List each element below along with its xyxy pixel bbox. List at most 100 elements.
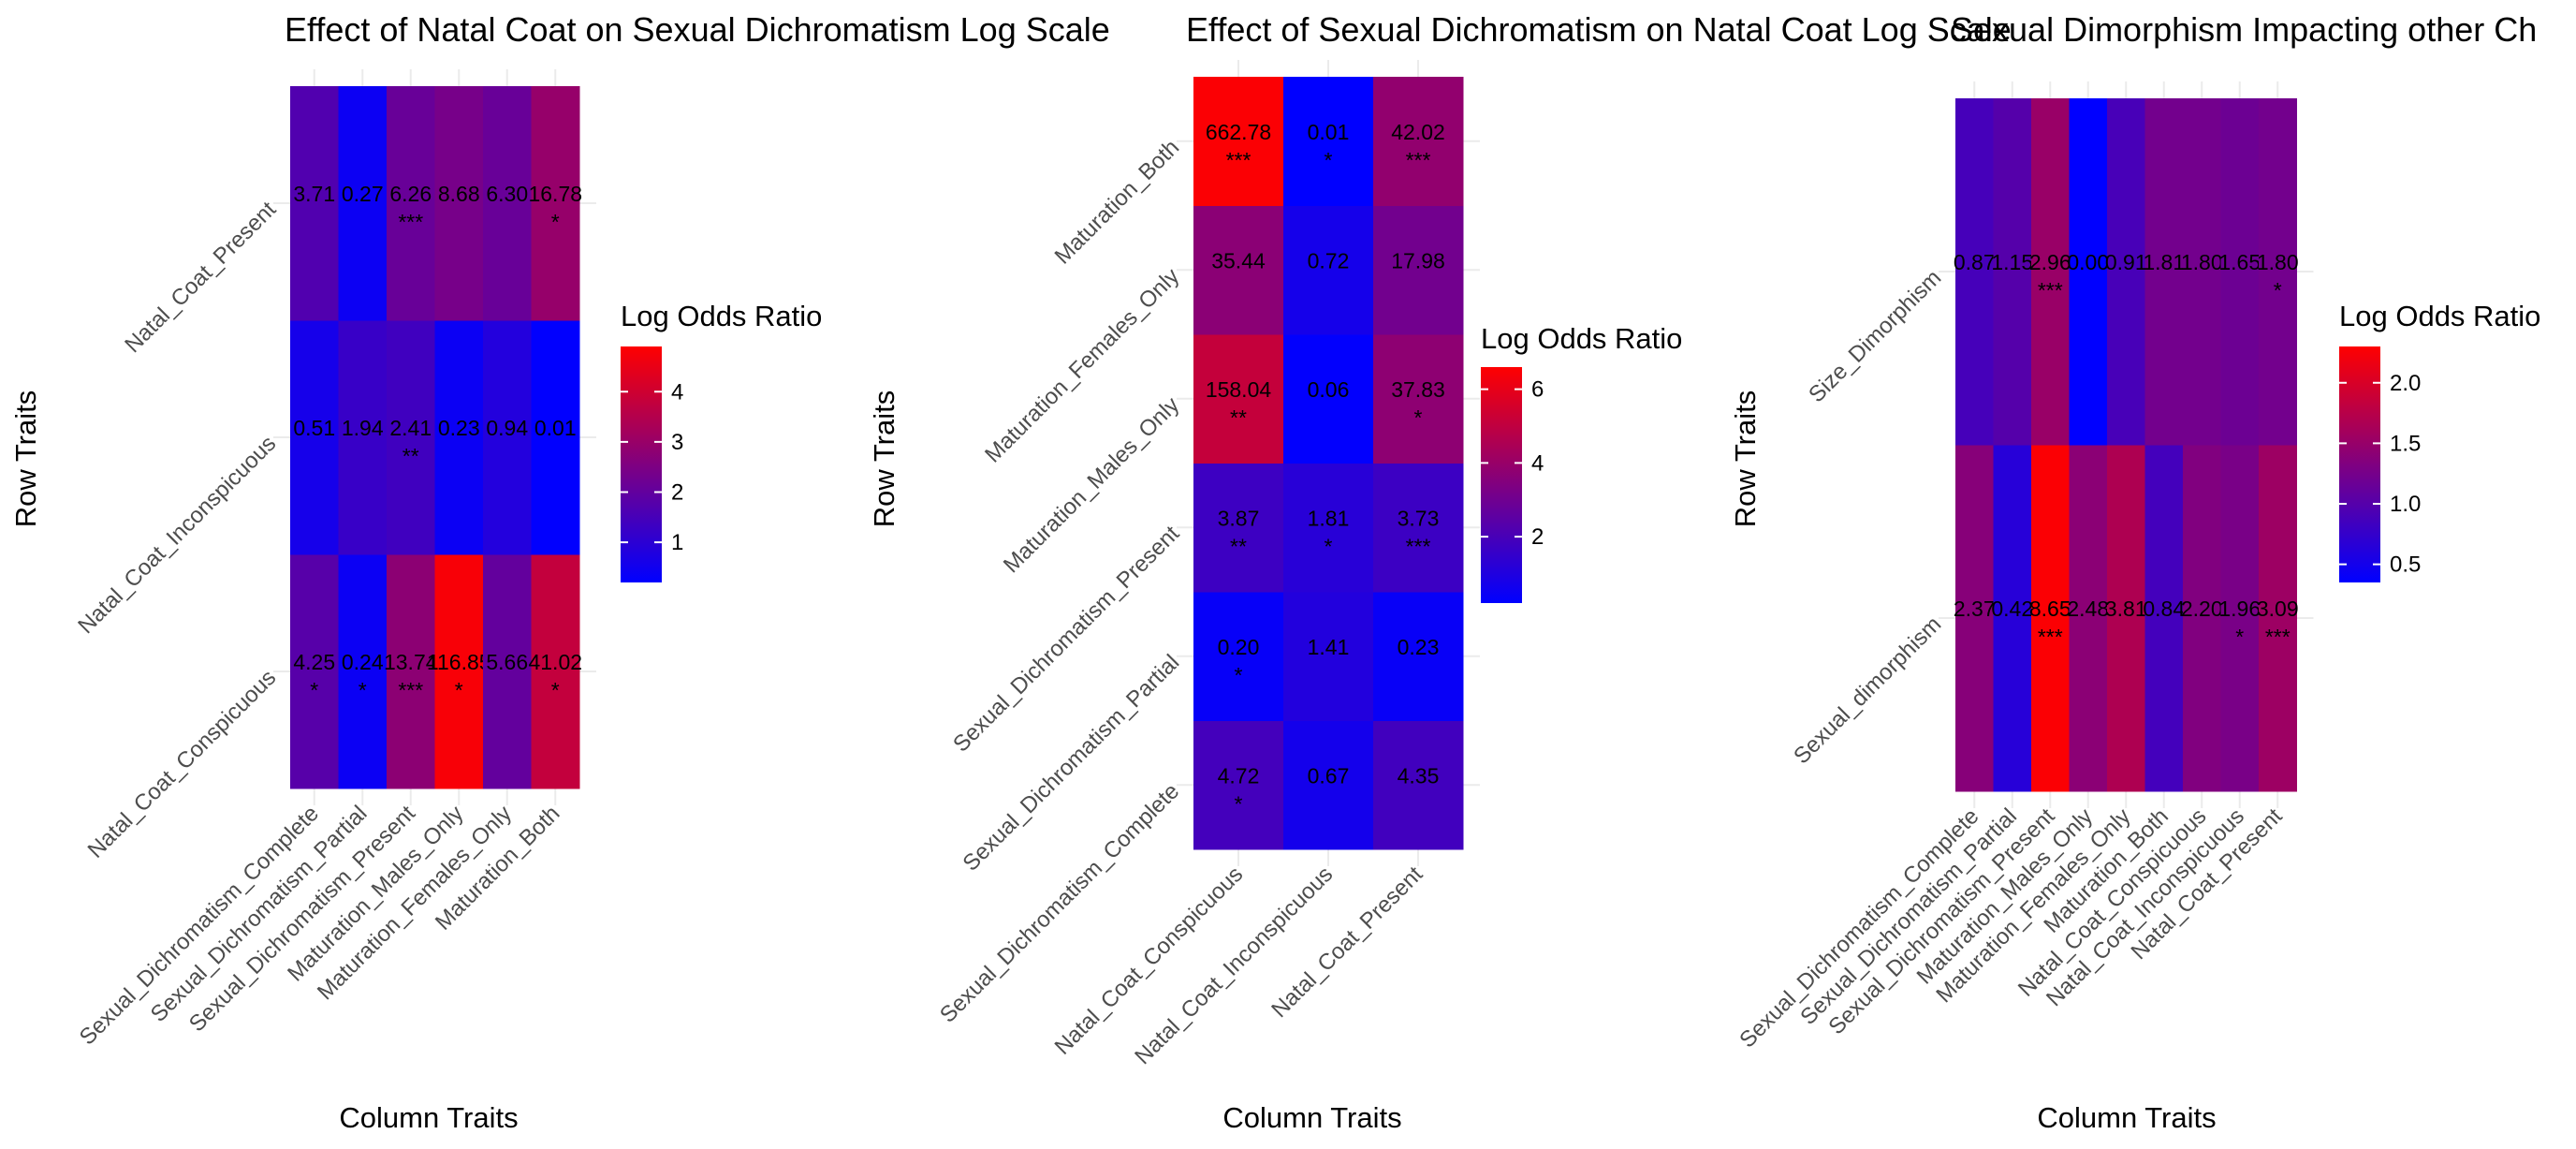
significance-label: * [455, 678, 463, 702]
heatmap-cell [1283, 592, 1374, 721]
y-axis-title: Row Traits [9, 390, 42, 527]
cell-value-label: 0.87 [1954, 250, 1996, 274]
significance-label: *** [398, 210, 423, 234]
cell-value-label: 16.78 [528, 182, 582, 206]
cell-value-label: 4.35 [1398, 763, 1440, 788]
heatmap-cell [434, 554, 484, 789]
significance-label: *** [2038, 278, 2063, 302]
significance-label: * [1325, 534, 1333, 558]
heatmap-cell [1993, 445, 2032, 792]
heatmap-cell [434, 86, 484, 321]
legend-tick-label: 1.5 [2390, 431, 2421, 456]
cell-value-label: 2.37 [1954, 597, 1996, 621]
heatmap-cell [483, 554, 532, 789]
heatmap-cell [2259, 98, 2297, 446]
cell-value-label: 8.65 [2029, 597, 2071, 621]
legend: Log Odds Ratio 1 2 3 4 [621, 300, 822, 582]
significance-label: ** [1230, 534, 1247, 558]
x-axis-title: Column Traits [1222, 1101, 1401, 1134]
y-axis-title: Row Traits [1729, 390, 1762, 527]
cell-value-label: 0.84 [2143, 597, 2185, 621]
legend-colorbar [1481, 367, 1522, 603]
y-tick-label: Sexual_dimorphism [1789, 611, 1946, 769]
heatmap-cell [2031, 445, 2070, 792]
significance-label: * [1414, 405, 1423, 430]
cell-value-label: 42.02 [1391, 120, 1445, 144]
cell-value-label: 3.87 [1218, 506, 1260, 530]
significance-label: ** [402, 444, 419, 468]
heatmap-cell [290, 554, 339, 789]
heatmap-cell [338, 86, 388, 321]
heatmap-3: 2.370.428.65***2.483.810.842.201.96*3.09… [1729, 10, 2540, 1134]
cell-value-label: 0.67 [1308, 763, 1350, 788]
heatmap-cell [483, 320, 532, 555]
heatmap-cell [1283, 205, 1374, 335]
cell-value-label: 3.09 [2257, 597, 2299, 621]
significance-label: ** [1230, 405, 1247, 430]
legend-tick-label: 0.5 [2390, 552, 2421, 578]
heatmap-cell [1283, 463, 1374, 593]
legend-tick-label: 2.0 [2390, 371, 2421, 396]
significance-label: * [1235, 663, 1243, 687]
heatmap-cell [2259, 445, 2297, 792]
significance-label: * [2235, 625, 2244, 649]
legend-colorbar [2339, 346, 2380, 582]
x-axis-title: Column Traits [339, 1101, 518, 1134]
y-tick-label: Natal_Coat_Present [120, 197, 281, 358]
heatmap-cell [1955, 445, 1994, 792]
heatmap-cell [1283, 77, 1374, 206]
legend-tick-label: 2 [671, 479, 683, 505]
heatmap-cell [1283, 720, 1374, 850]
heatmap-cell [1373, 77, 1464, 206]
cell-value-label: 2.96 [2029, 250, 2071, 274]
significance-label: * [310, 678, 318, 702]
legend-title: Log Odds Ratio [621, 300, 822, 332]
heatmap-cell [483, 86, 532, 321]
heatmap-cell [1373, 334, 1464, 464]
legend-tick-label: 1.0 [2390, 492, 2421, 517]
heatmap-cell [1193, 205, 1284, 335]
cell-value-label: 1.81 [2143, 250, 2185, 274]
heatmap-cell [2183, 445, 2221, 792]
cell-value-label: 3.71 [293, 182, 335, 206]
significance-label: * [551, 210, 560, 234]
cell-value-label: 0.00 [2067, 250, 2109, 274]
heatmap-cell [387, 554, 435, 789]
significance-label: * [551, 678, 560, 702]
cell-value-label: 0.27 [342, 182, 384, 206]
significance-label: *** [2265, 625, 2291, 649]
heatmap-cell [1373, 205, 1464, 335]
y-tick-label: Maturation_Both [1050, 135, 1185, 270]
y-tick-label: Sexual_Dichromatism_Partial [959, 650, 1185, 876]
heatmap-cell [1993, 98, 2032, 446]
cell-value-label: 3.73 [1398, 506, 1440, 530]
heatmap-cell [1283, 334, 1374, 464]
cell-value-label: 1.80 [2181, 250, 2223, 274]
significance-label: * [1235, 791, 1243, 816]
heatmap-cell [1193, 720, 1284, 850]
y-tick-label: Sexual_Dichromatism_Present [948, 521, 1184, 757]
heatmap-cell [290, 320, 339, 555]
legend-tick-label: 4 [1531, 450, 1544, 476]
x-axis-title: Column Traits [2037, 1101, 2216, 1134]
legend-title: Log Odds Ratio [1481, 322, 1682, 355]
y-tick-label: Sexual_Dichromatism_Complete [935, 778, 1184, 1027]
cell-value-label: 0.01 [534, 416, 577, 440]
y-tick-label: Natal_Coat_Inconspicuous [73, 431, 281, 639]
heatmap-cell [2107, 445, 2145, 792]
cell-value-label: 0.42 [1991, 597, 2033, 621]
heatmap-cell [2220, 98, 2260, 446]
chart-title: Effect of Sexual Dichromatism on Natal C… [1186, 10, 2012, 49]
heatmap-cell [531, 554, 580, 789]
legend-tick-label: 3 [671, 430, 683, 455]
heatmap-cell [1193, 77, 1284, 206]
cell-value-label: 6.30 [486, 182, 528, 206]
significance-label: *** [1226, 148, 1251, 172]
significance-label: *** [2038, 625, 2063, 649]
cell-value-label: 0.01 [1308, 120, 1350, 144]
heatmap-cell [2220, 445, 2260, 792]
cell-value-label: 1.80 [2257, 250, 2299, 274]
heatmap-cell [531, 320, 580, 555]
chart-title: Effect of Natal Coat on Sexual Dichromat… [285, 10, 1110, 49]
